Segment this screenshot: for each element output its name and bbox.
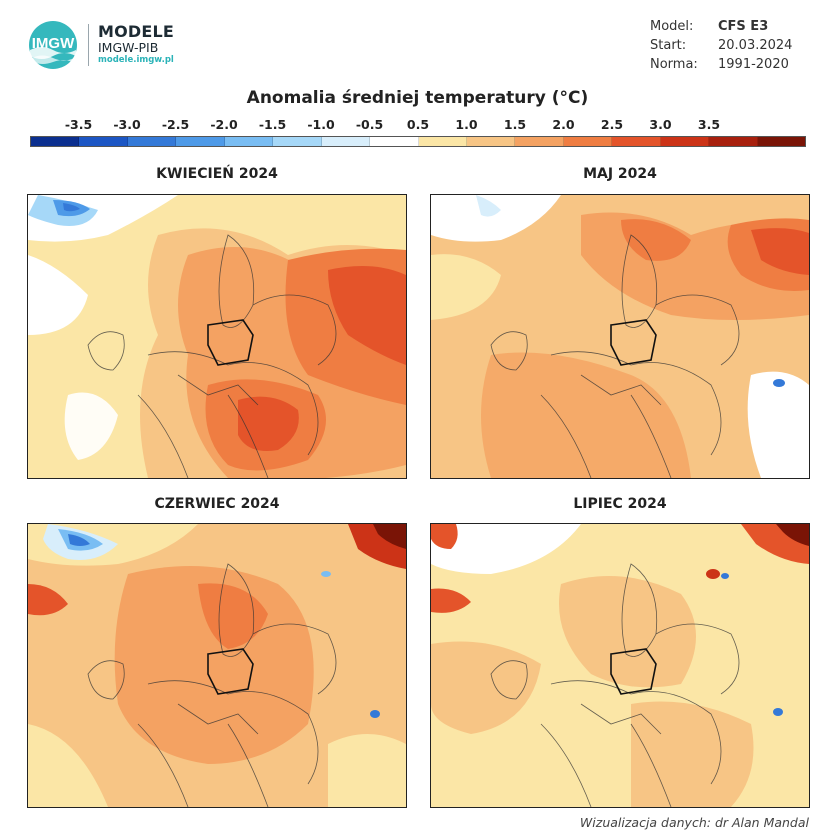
brand-url-link[interactable]: modele.imgw.pl: [98, 55, 174, 65]
colorbar-segment: [31, 137, 80, 146]
colorbar-segment: [273, 137, 322, 146]
panel-title-july: LIPIEC 2024: [573, 496, 667, 512]
norm-value: 1991-2020: [718, 57, 789, 72]
colorbar-segment: [370, 137, 419, 146]
start-value: 20.03.2024: [718, 38, 793, 53]
colorbar-tick-label: -1.5: [258, 117, 287, 132]
norm-label: Norma:: [650, 57, 698, 72]
colorbar-segment: [127, 137, 177, 146]
colorbar-tick-label: 2.0: [552, 117, 575, 132]
colorbar: [30, 136, 806, 147]
brand-title: MODELE: [98, 22, 175, 41]
model-value: CFS E3: [718, 19, 769, 34]
logo-divider: [88, 24, 89, 66]
colorbar-segment: [757, 137, 805, 146]
data-visualization-credit: Wizualizacja danych: dr Alan Mandal: [579, 815, 809, 830]
colorbar-tick-label: -3.5: [64, 117, 93, 132]
start-label: Start:: [650, 38, 687, 53]
colorbar-segment: [709, 137, 758, 146]
anomaly-map-july: [430, 523, 810, 808]
colorbar-tick-labels: -3.5 -3.0 -2.5 -2.0 -1.5 -1.0 -0.5 0.5 1.0 1.5 2.0…: [0, 117, 835, 133]
colorbar-segment: [79, 137, 128, 146]
panel-title-may: MAJ 2024: [583, 166, 657, 182]
brand-subtitle: IMGW-PIB: [98, 40, 159, 55]
colorbar-tick-label: 3.0: [649, 117, 672, 132]
colorbar-tick-label: 1.0: [455, 117, 478, 132]
colorbar-tick-label: 2.5: [600, 117, 624, 132]
colorbar-title: Anomalia średniej temperatury (°C): [246, 88, 589, 108]
colorbar-segment: [176, 137, 225, 146]
colorbar-tick-label: -1.0: [307, 117, 335, 132]
colorbar-tick-label: -2.5: [161, 117, 190, 132]
colorbar-tick-label: -2.0: [210, 117, 238, 132]
anomaly-map-may: [430, 194, 810, 479]
colorbar-segment: [563, 137, 613, 146]
colorbar-segment: [418, 137, 467, 146]
colorbar-segment: [612, 137, 661, 146]
panel-title-june: CZERWIEC 2024: [154, 496, 280, 512]
colorbar-tick-label: 1.5: [503, 117, 527, 132]
imgw-logo: IMGW: [28, 20, 78, 70]
colorbar-tick-label: 3.5: [697, 117, 721, 132]
colorbar-tick-label: -0.5: [355, 117, 384, 132]
anomaly-map-april: [27, 194, 407, 479]
colorbar-tick-label: 0.5: [406, 117, 430, 132]
model-label: Model:: [650, 19, 694, 34]
logo-text: IMGW: [32, 35, 75, 52]
anomaly-map-june: [27, 523, 407, 808]
panel-title-april: KWIECIEŃ 2024: [156, 166, 278, 182]
colorbar-segment: [321, 137, 371, 146]
colorbar-segment: [515, 137, 564, 146]
colorbar-segment: [224, 137, 274, 146]
colorbar-tick-label: -3.0: [113, 117, 141, 132]
colorbar-segment: [466, 137, 516, 146]
colorbar-segment: [660, 137, 710, 146]
